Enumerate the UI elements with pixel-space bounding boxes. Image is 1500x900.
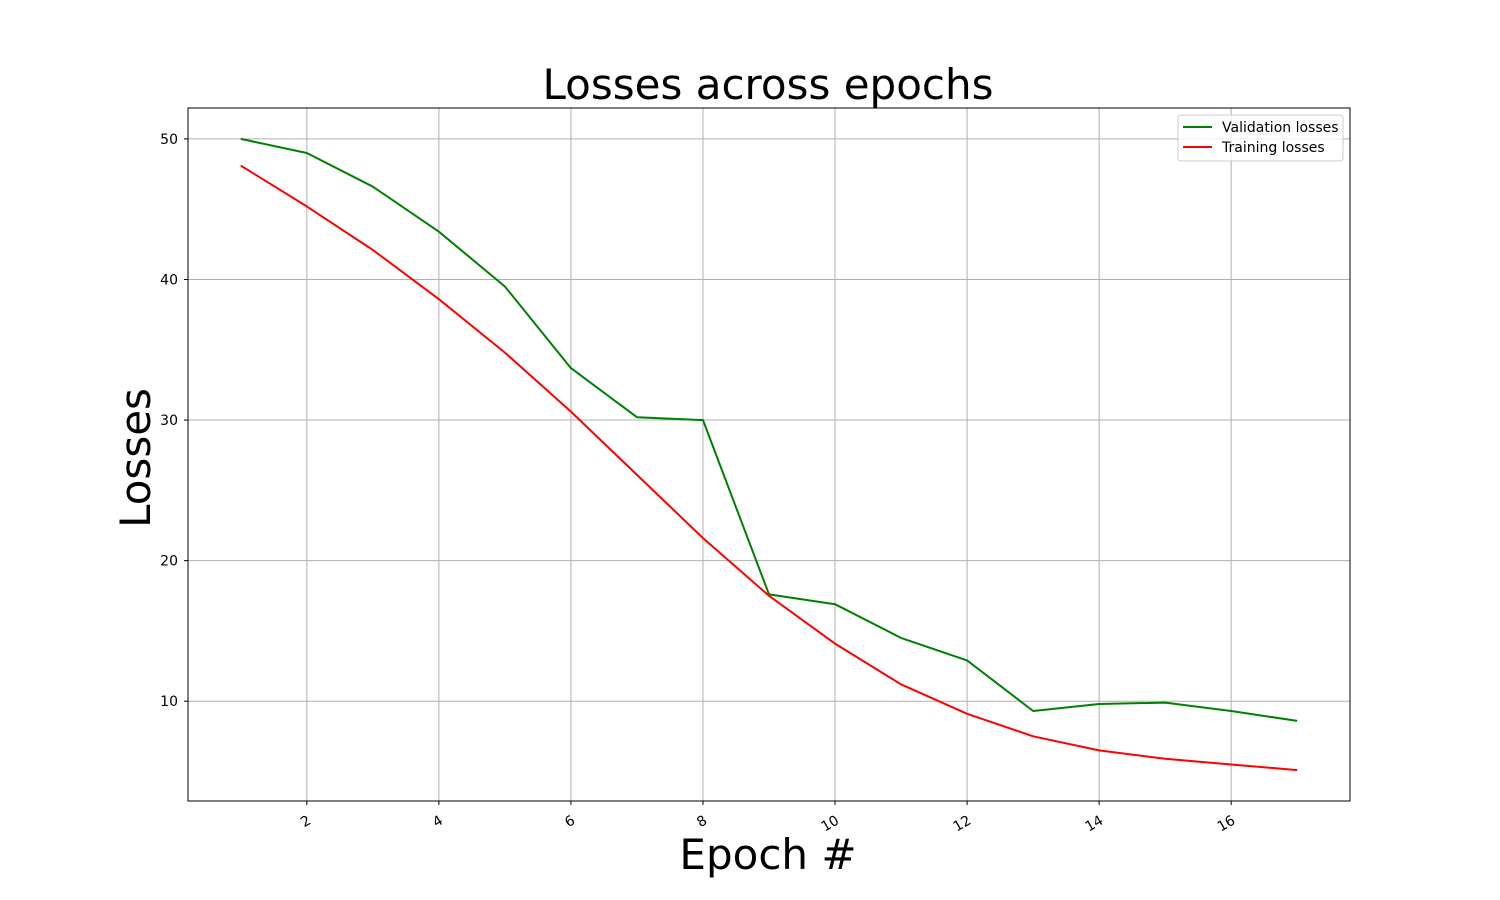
legend-entry: Training losses: [1221, 140, 1325, 156]
grid-lines: [188, 108, 1350, 801]
y-tick-label: 10: [160, 694, 178, 710]
y-axis: 10 20 30 40 50: [160, 132, 188, 710]
x-tick-label: 14: [1083, 813, 1107, 836]
y-axis-title: Losses: [111, 388, 160, 528]
legend-entry: Validation losses: [1222, 120, 1339, 136]
series-line-1: [240, 164, 1298, 772]
plot-area: [187, 107, 1351, 802]
legend-box: [1177, 114, 1344, 162]
x-tick-label: 10: [819, 813, 842, 836]
x-tick-label: 16: [1215, 813, 1239, 836]
y-tick-label: 50: [160, 132, 178, 148]
x-tick-label: 2: [298, 813, 314, 831]
series-layer: [240, 137, 1298, 772]
x-axis-title: Epoch #: [679, 830, 856, 879]
y-tick-label: 30: [160, 413, 178, 429]
series-line-0: [240, 137, 1298, 722]
chart-title: Losses across epochs: [543, 60, 994, 109]
x-tick-label: 4: [430, 813, 446, 831]
y-tick-label: 40: [160, 272, 178, 288]
y-tick-label: 20: [160, 554, 178, 570]
x-tick-label: 12: [951, 813, 974, 836]
x-tick-label: 8: [694, 813, 710, 831]
x-tick-label: 6: [562, 813, 578, 831]
legend: Validation losses Training losses: [1177, 114, 1344, 162]
